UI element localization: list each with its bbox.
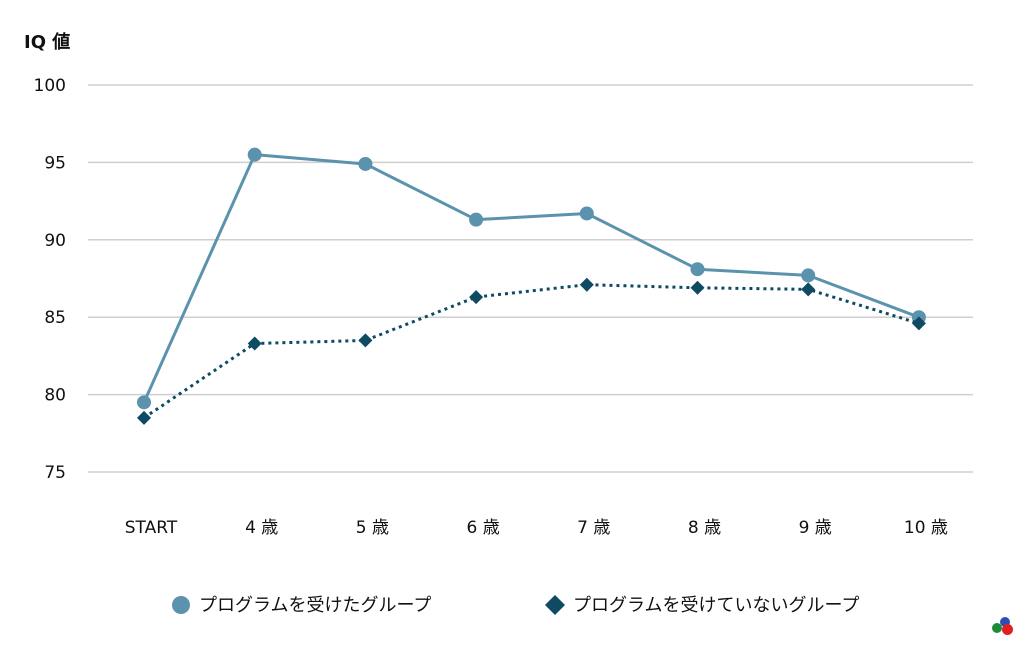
series-line xyxy=(143,283,920,420)
data-point xyxy=(358,333,373,348)
legend: プログラムを受けたグループ プログラムを受けていないグループ xyxy=(172,595,859,616)
series-group xyxy=(137,147,926,425)
data-point xyxy=(358,156,373,171)
y-tick-labels: 75 80 85 90 95 100 xyxy=(34,76,66,483)
data-point xyxy=(137,395,151,410)
x-tick-labels: START 4 歳 5 歳 6 歳 7 歳 8 歳 9 歳 10 歳 xyxy=(125,518,948,538)
data-point xyxy=(579,206,594,221)
x-tick-label: START xyxy=(125,518,178,538)
data-point xyxy=(469,212,484,227)
data-point xyxy=(137,410,151,425)
y-tick-label: 100 xyxy=(34,76,66,96)
series-2 xyxy=(137,277,926,425)
gridlines xyxy=(88,84,973,473)
data-point xyxy=(247,336,262,351)
y-tick-label: 80 xyxy=(44,386,66,406)
legend-marker-diamond xyxy=(545,595,565,615)
legend-marker-circle xyxy=(172,596,190,614)
y-tick-label: 85 xyxy=(44,308,66,328)
y-tick-label: 75 xyxy=(44,463,66,483)
data-point xyxy=(690,262,705,277)
data-point xyxy=(690,280,705,295)
series-1 xyxy=(137,147,926,410)
series-line xyxy=(142,153,920,403)
y-axis-label: IQ 値 xyxy=(24,31,70,53)
x-tick-label: 9 歳 xyxy=(799,518,832,538)
y-tick-label: 90 xyxy=(44,231,66,251)
legend-label: プログラムを受けていないグループ xyxy=(573,595,859,616)
data-point xyxy=(801,282,816,297)
x-tick-label: 6 歳 xyxy=(466,518,499,538)
data-point xyxy=(469,290,484,305)
x-tick-label: 4 歳 xyxy=(245,518,278,538)
data-point xyxy=(801,268,816,283)
x-tick-label: 7 歳 xyxy=(577,518,610,538)
legend-label: プログラムを受けたグループ xyxy=(199,595,431,616)
data-point xyxy=(247,147,262,162)
brand-logo xyxy=(990,615,1016,637)
x-tick-label: 5 歳 xyxy=(356,518,389,538)
data-point xyxy=(579,277,594,292)
data-point xyxy=(911,316,926,331)
x-tick-label: 10 歳 xyxy=(904,518,948,538)
y-tick-label: 95 xyxy=(44,153,66,173)
x-tick-label: 8 歳 xyxy=(688,518,721,538)
